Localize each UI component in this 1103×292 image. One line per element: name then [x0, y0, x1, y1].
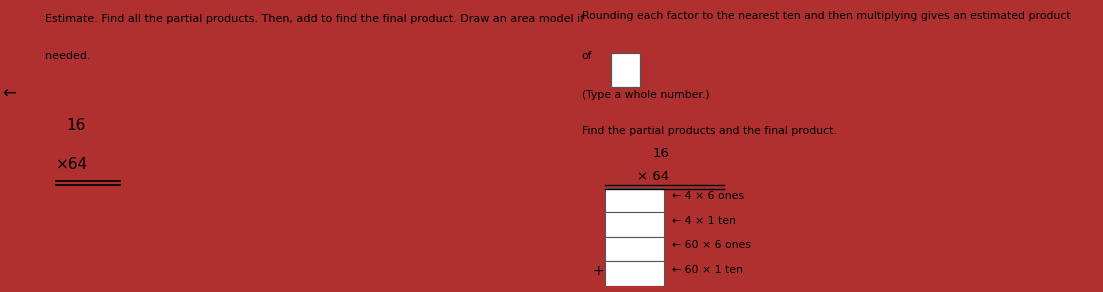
- Text: needed.: needed.: [45, 51, 90, 61]
- FancyBboxPatch shape: [606, 261, 664, 286]
- FancyBboxPatch shape: [611, 53, 640, 87]
- Text: × 64: × 64: [638, 170, 670, 183]
- Text: ← 4 × 1 ten: ← 4 × 1 ten: [672, 216, 736, 226]
- Text: 16: 16: [66, 118, 86, 133]
- FancyBboxPatch shape: [606, 237, 664, 261]
- Text: Estimate. Find all the partial products. Then, add to find the final product. Dr: Estimate. Find all the partial products.…: [45, 14, 585, 24]
- Text: (Type a whole number.): (Type a whole number.): [581, 90, 709, 100]
- Text: ← 60 × 6 ones: ← 60 × 6 ones: [672, 240, 750, 250]
- Text: +: +: [592, 264, 603, 278]
- FancyBboxPatch shape: [606, 188, 664, 213]
- Text: ← 60 × 1 ten: ← 60 × 1 ten: [672, 265, 742, 274]
- Text: Find the partial products and the final product.: Find the partial products and the final …: [581, 126, 836, 136]
- Text: ×64: ×64: [56, 157, 88, 172]
- Text: of: of: [581, 51, 592, 61]
- Text: ← 4 × 6 ones: ← 4 × 6 ones: [672, 192, 743, 201]
- Text: ←: ←: [2, 84, 17, 102]
- FancyBboxPatch shape: [606, 213, 664, 237]
- Text: Rounding each factor to the nearest ten and then multiplying gives an estimated : Rounding each factor to the nearest ten …: [581, 11, 1070, 21]
- Text: 16: 16: [653, 147, 670, 160]
